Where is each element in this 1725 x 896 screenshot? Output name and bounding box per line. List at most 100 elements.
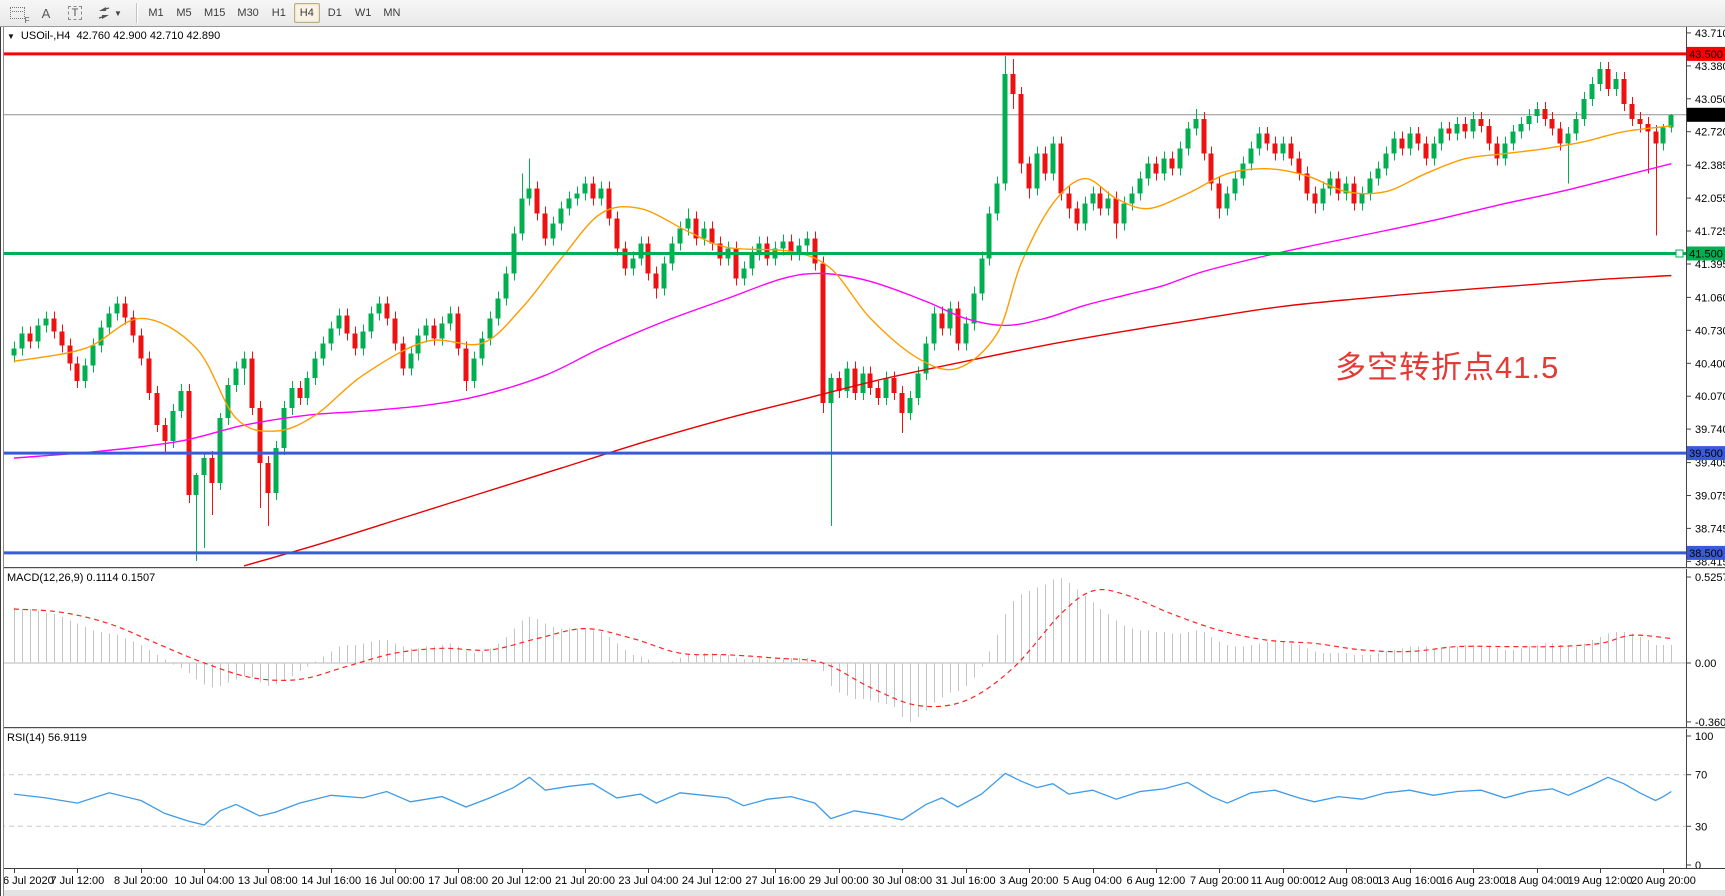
time-label: 8 Jul 20:00 [113,875,168,887]
axis-tick-label: 42.055 [1695,193,1725,205]
time-label: 14 Jul 16:00 [301,875,362,887]
annotation-text[interactable]: 多空转折点41.5 [1335,350,1560,385]
axis-tick-label: 39.075 [1695,491,1725,503]
axis-tick-label: 0 [1695,860,1701,868]
ma-mid-line [13,163,1672,459]
chart-window[interactable]: 43.710 43.380 43.050 42.720 42.385 42.055 41.7… [0,27,1725,896]
arrows-tool-button[interactable]: ▼ [92,3,126,24]
time-label: 30 Jul 08:00 [872,875,933,887]
time-tick [77,869,79,873]
text-tool-button[interactable]: T [63,3,87,24]
time-label: 20 Aug 20:00 [1630,875,1696,887]
time-tick [1029,869,1030,873]
price-badge: 43.500 [1687,46,1725,61]
tf-button-m15[interactable]: M15 [204,7,226,19]
svg-text:42.890: 42.890 [1689,110,1723,122]
axis-tick-label: 41.395 [1695,259,1725,271]
time-tick [14,869,15,873]
macd-histogram [14,577,1672,722]
time-tick [648,869,650,873]
time-label: 11 Aug 00:00 [1250,875,1315,887]
axis-tick-label: 100 [1695,731,1713,743]
ohlc-values: 42.760 42.900 42.710 42.890 [76,30,221,42]
main-price-pane[interactable]: 43.710 43.380 43.050 42.720 42.385 42.055 41.7… [0,27,1725,567]
label-tool-button[interactable]: A [34,3,58,24]
time-label: 7 Aug 20:00 [1190,875,1249,887]
time-label: 13 Aug 16:00 [1377,875,1443,887]
macd-pane[interactable]: 0.5257 0.00 -0.3603 MACD(12,26,9) 0.1114 0… [0,569,1725,727]
time-tick [394,869,396,873]
time-tick [1600,869,1601,873]
time-tick [775,869,777,873]
time-tick [331,869,333,873]
grid-icon [9,7,30,25]
time-label: 6 Aug 12:00 [1126,875,1186,887]
svg-text:39.500: 39.500 [1689,448,1723,460]
top-toolbar: A T ▼ M1 M5 M15 M30 H1 H4 D1 W1 MN [0,0,1725,27]
time-tick [902,869,904,873]
label-a-icon: A [41,5,51,21]
macd-label: MACD(12,26,9) 0.1114 0.1507 [7,572,156,584]
time-tick [267,869,269,873]
time-tick [1409,869,1411,873]
time-tick [204,869,206,873]
time-axis[interactable]: 6 Jul 2020 7 Jul 12:00 8 Jul 20:00 10 Jul 0… [0,868,1725,890]
time-tick [1473,869,1475,873]
axis-tick-label: 40.730 [1695,325,1725,337]
svg-text:41.500: 41.500 [1689,249,1723,261]
main-chart-canvas[interactable]: 43.710 43.380 43.050 42.720 42.385 42.055 41.7… [0,27,1725,567]
time-label: 20 Jul 12:00 [491,875,552,887]
price-badge: 38.500 [1687,545,1725,560]
axis-tick-label: 42.720 [1695,127,1725,139]
time-label: 12 Aug 08:00 [1313,875,1379,887]
time-tick [1155,869,1157,873]
rsi-pane[interactable]: 100 70 30 0 RSI(14) 56.9119 [0,729,1725,868]
axis-tick-label: 39.405 [1695,458,1725,470]
time-tick [1536,869,1538,873]
symbol-label: USOil-,H4 [20,30,71,42]
axis-tick-label: 43.710 [1695,28,1725,40]
axis-tick-label: 42.385 [1695,160,1725,172]
time-tick [1663,869,1665,873]
time-label: 16 Aug 23:00 [1440,875,1506,887]
time-tick [711,869,713,873]
tf-button-m5[interactable]: M5 [176,7,192,19]
time-label: 17 Jul 08:00 [428,875,489,887]
time-tick [965,869,967,873]
bottom-strip [0,890,1725,896]
rsi-canvas: 100 70 30 0 [0,729,1713,868]
symbol-dropdown-icon[interactable]: ▼ [7,31,15,41]
hline-handle[interactable] [1675,249,1684,258]
time-label: 23 Jul 04:00 [618,875,679,887]
tf-button-m1[interactable]: M1 [148,7,164,19]
time-label: 19 Aug 12:00 [1567,875,1633,887]
time-tick [521,869,523,873]
tf-button-m30[interactable]: M30 [237,7,259,19]
arrows-icon [98,7,110,19]
price-badge: 39.500 [1687,446,1725,461]
axis-tick-label: 43.050 [1695,94,1725,106]
chevron-down-icon[interactable]: ▼ [114,8,122,18]
axis-tick-label: -0.3603 [1695,717,1725,727]
svg-text:38.500: 38.500 [1689,548,1723,560]
window-left-frame [0,27,4,896]
time-label: 5 Aug 04:00 [1063,875,1122,887]
time-label: 18 Aug 04:00 [1504,875,1570,887]
pane-separator[interactable] [0,567,1725,569]
chart-title: ▼ USOil-,H4 42.760 42.900 42.710 42.890 [7,30,220,42]
candles-layer [11,55,1674,561]
tf-button-w1[interactable]: W1 [354,7,372,19]
time-tick [1282,869,1284,873]
axis-tick-label: 40.400 [1695,358,1725,370]
tf-button-h4[interactable]: H4 [293,3,320,23]
pane-separator[interactable] [0,727,1725,729]
tf-button-d1[interactable]: D1 [327,7,342,19]
dock-grid-icon[interactable] [5,3,30,25]
ma-fast-line [13,125,1672,432]
time-label: 24 Jul 12:00 [681,875,742,887]
price-badge: 42.890 [1687,107,1725,122]
tf-button-h1[interactable]: H1 [271,7,286,19]
tf-button-mn[interactable]: MN [383,7,401,19]
axis-tick-label: 70 [1695,770,1707,782]
rsi-label: RSI(14) 56.9119 [7,732,87,744]
